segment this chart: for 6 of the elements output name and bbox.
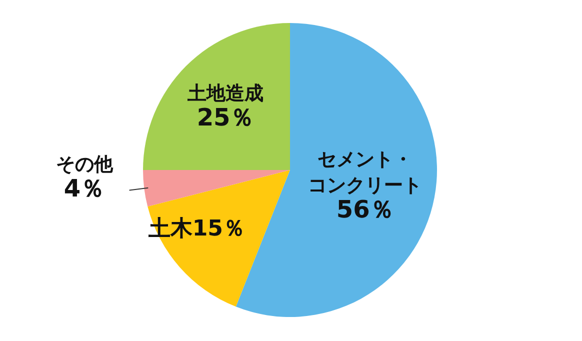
slice-label: セメント・コンクリート (308, 148, 422, 196)
slice-label: その他 (56, 153, 114, 176)
slice-label: 土地造成 (186, 82, 264, 105)
data-label: 25％ (196, 104, 254, 132)
data-label: 56％ (336, 195, 394, 224)
data-label: 4％ (64, 174, 105, 202)
